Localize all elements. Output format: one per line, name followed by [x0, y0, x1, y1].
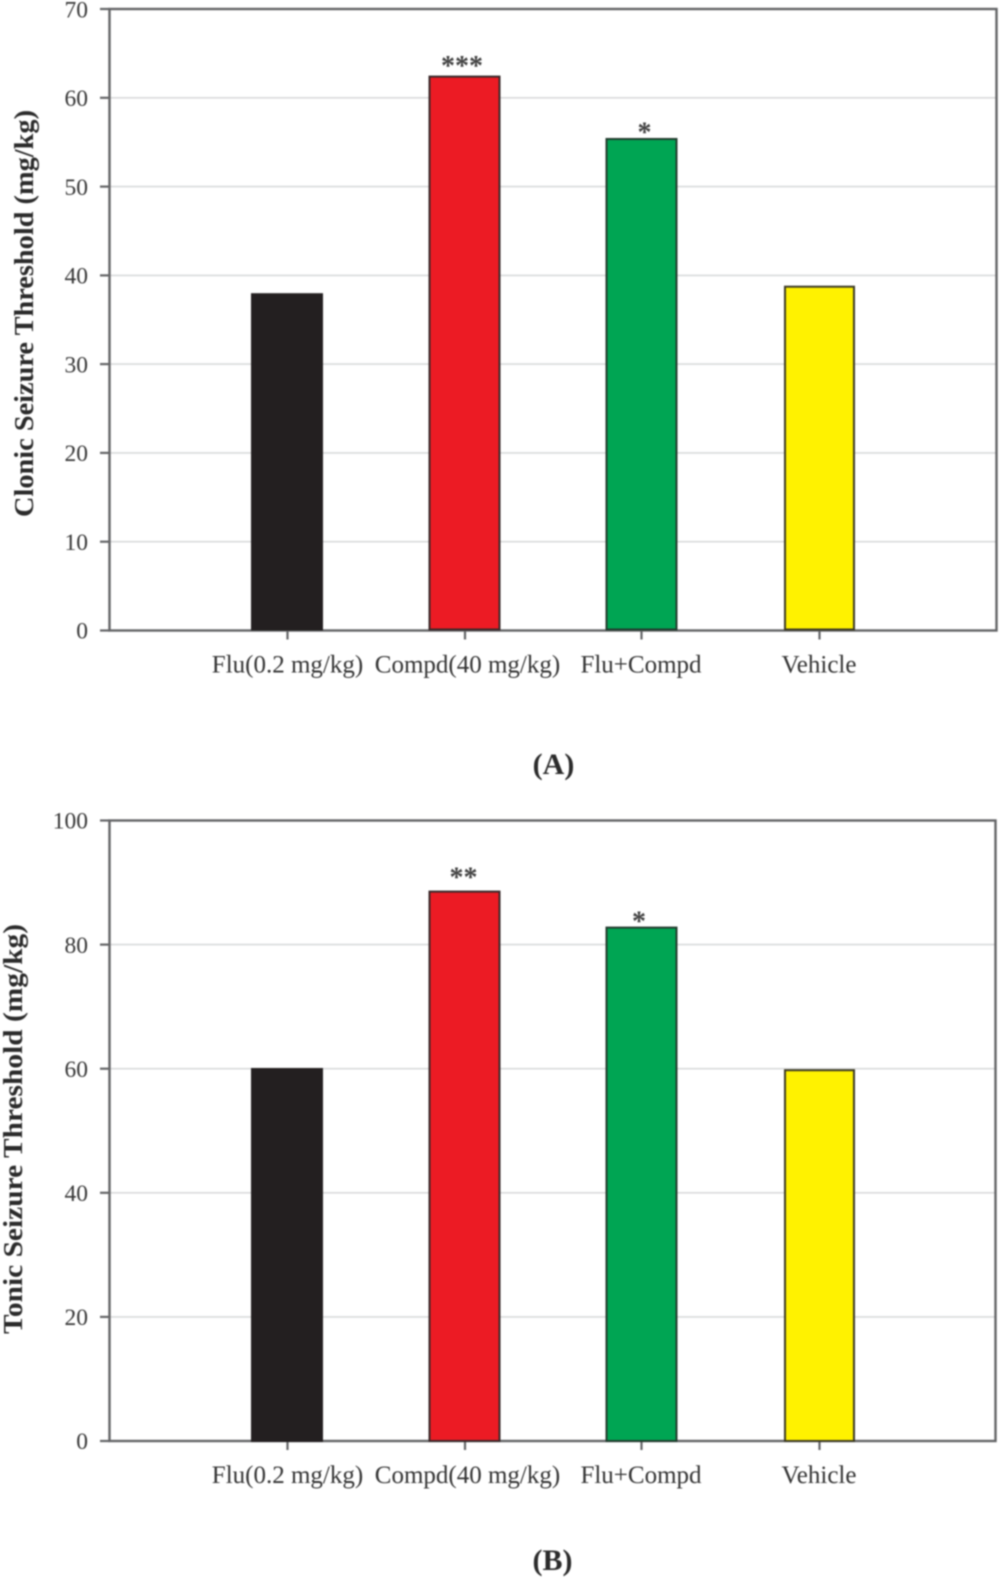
svg-text:10: 10	[65, 530, 89, 556]
svg-text:Compd(40 mg/kg): Compd(40 mg/kg)	[375, 652, 560, 679]
svg-text:***: ***	[441, 51, 483, 82]
svg-text:**: **	[450, 863, 478, 894]
svg-text:60: 60	[65, 86, 89, 112]
svg-text:60: 60	[65, 1057, 89, 1083]
svg-text:40: 40	[65, 1181, 89, 1207]
svg-text:Compd(40 mg/kg): Compd(40 mg/kg)	[375, 1462, 560, 1489]
svg-text:(A): (A)	[533, 748, 575, 781]
svg-text:Flu(0.2 mg/kg): Flu(0.2 mg/kg)	[212, 1462, 363, 1489]
svg-text:0: 0	[76, 1429, 88, 1455]
svg-text:Flu+Compd: Flu+Compd	[580, 1462, 702, 1489]
svg-text:0: 0	[76, 619, 88, 645]
svg-text:20: 20	[65, 1305, 89, 1331]
svg-text:Tonic Seizure Threshold (mg/kg: Tonic Seizure Threshold (mg/kg)	[0, 924, 28, 1334]
svg-text:20: 20	[65, 441, 89, 467]
svg-text:*: *	[632, 907, 646, 938]
svg-text:Flu(0.2 mg/kg): Flu(0.2 mg/kg)	[212, 652, 363, 679]
svg-text:Flu+Compd: Flu+Compd	[580, 652, 702, 679]
svg-text:30: 30	[65, 352, 89, 378]
svg-text:Vehicle: Vehicle	[782, 1462, 857, 1489]
svg-text:80: 80	[65, 933, 89, 959]
svg-text:Clonic Seizure Threshold (mg/k: Clonic Seizure Threshold (mg/kg)	[9, 110, 39, 517]
svg-text:70: 70	[65, 0, 89, 24]
svg-text:*: *	[638, 118, 652, 149]
svg-text:50: 50	[65, 175, 89, 201]
svg-text:Vehicle: Vehicle	[782, 652, 857, 679]
svg-text:100: 100	[53, 809, 88, 835]
svg-text:40: 40	[65, 264, 89, 290]
svg-text:(B): (B)	[533, 1544, 573, 1577]
